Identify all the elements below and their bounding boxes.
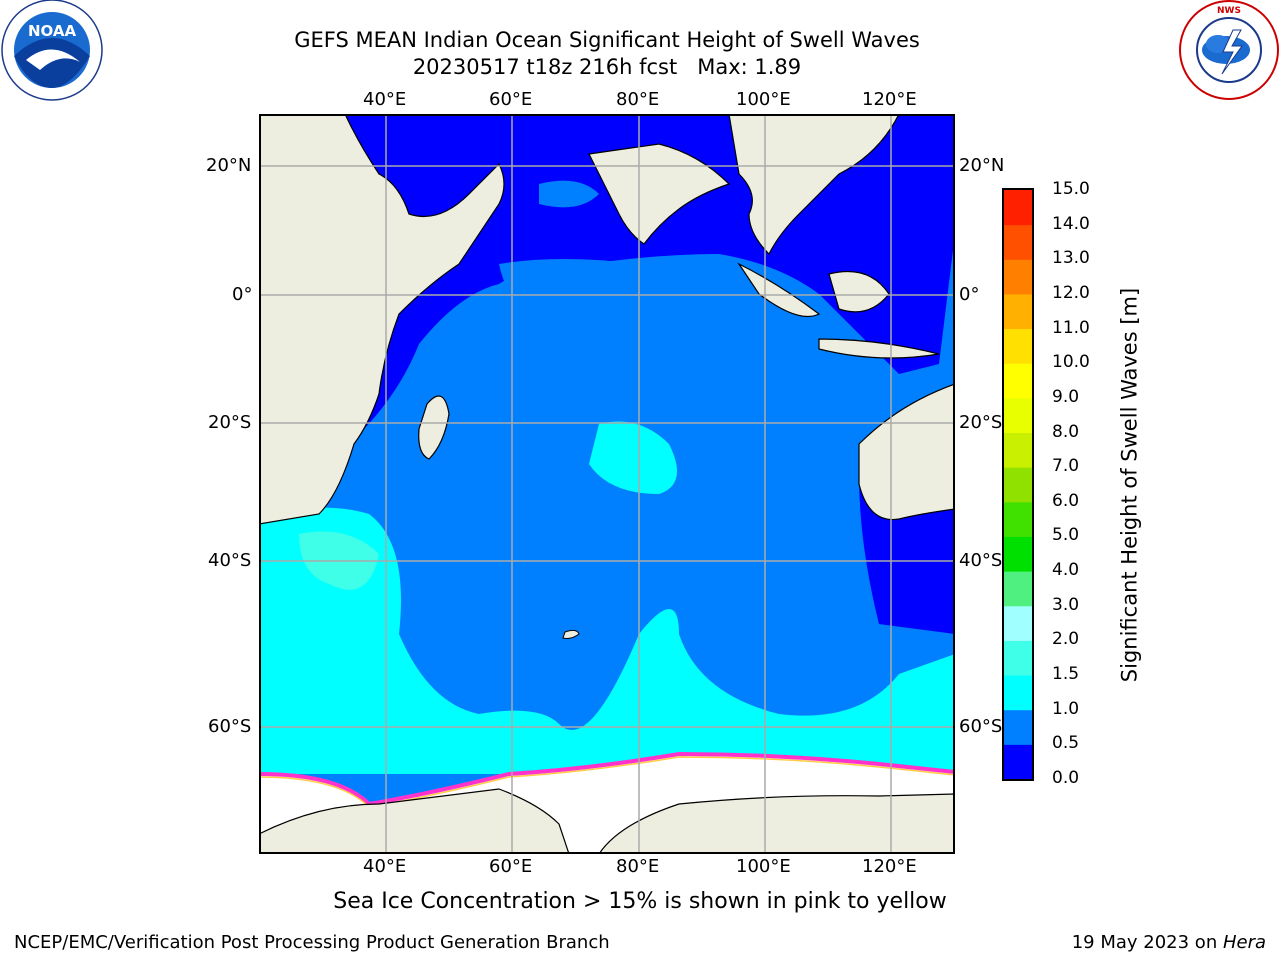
central-swell-patch [589, 421, 677, 494]
colorbar-segment [1003, 293, 1033, 330]
lat-tick-right: 20°N [959, 155, 1005, 176]
colorbar-segment [1003, 675, 1033, 711]
lon-tick-top: 120°E [862, 89, 917, 110]
colorbar-tick-label: 1.0 [1052, 698, 1080, 719]
svg-text:NWS: NWS [1217, 6, 1241, 16]
lat-tick-right: 40°S [959, 550, 1003, 571]
colorbar-segment [1003, 571, 1033, 607]
lon-tick-bottom: 120°E [862, 856, 917, 877]
colorbar-tick-label: 0.5 [1052, 733, 1080, 754]
map-title: GEFS MEAN Indian Ocean Significant Heigh… [294, 28, 920, 52]
high-swell-region [259, 507, 955, 774]
madagascar-landmass [418, 395, 450, 460]
lat-tick-right: 0° [959, 284, 980, 305]
footer-producer: NCEP/EMC/Verification Post Processing Pr… [14, 932, 610, 953]
colorbar-tick-label: 1.5 [1052, 664, 1080, 685]
colorbar-segment [1003, 363, 1033, 399]
lon-tick-top: 60°E [489, 89, 533, 110]
graticule [259, 114, 955, 854]
colorbar-tick-label: 3.0 [1052, 594, 1080, 615]
colorbar-segment [1003, 744, 1033, 780]
sea-ice-edge [259, 751, 955, 807]
colorbar-tick-label: 14.0 [1052, 213, 1090, 234]
lon-tick-bottom: 100°E [736, 856, 791, 877]
antarctica-landmass [259, 788, 955, 854]
borneo-landmass [828, 270, 890, 313]
lat-tick-right: 60°S [959, 716, 1003, 737]
colorbar [1002, 188, 1034, 781]
colorbar-segment [1003, 640, 1033, 676]
java-landmass [818, 338, 940, 359]
lon-tick-top: 100°E [736, 89, 791, 110]
colorbar-label: Significant Height of Swell Waves [m] [1117, 287, 1142, 683]
australia-landmass [858, 383, 955, 521]
lon-tick-bottom: 80°E [616, 856, 660, 877]
africa-landmass [259, 114, 505, 525]
colorbar-segment [1003, 432, 1033, 468]
sea-ice-edge-inner [259, 756, 955, 808]
colorbar-segment [1003, 397, 1033, 434]
lat-tick-left: 0° [232, 284, 253, 305]
map-subtitle: 20230517 t18z 216h fcst Max: 1.89 [412, 55, 802, 79]
colorbar-tick-label: 10.0 [1052, 352, 1090, 373]
colorbar-tick-label: 2.0 [1052, 629, 1080, 650]
colorbar-tick-label: 7.0 [1052, 456, 1080, 477]
footer-machine: Hera [1222, 932, 1266, 953]
colorbar-tick-label: 5.0 [1052, 525, 1080, 546]
colorbar-tick-label: 15.0 [1052, 179, 1090, 199]
colorbar-segment [1003, 190, 1033, 226]
noaa-logo: NOAA [1, 0, 103, 101]
colorbar-tick-label: 11.0 [1052, 317, 1090, 338]
colorbar-segment [1003, 467, 1033, 503]
colorbar-tick-label: 13.0 [1052, 248, 1090, 269]
sumatra-landmass [737, 262, 821, 318]
india-landmass [588, 143, 731, 245]
colorbar-segment [1003, 709, 1033, 745]
colorbar-segment [1003, 501, 1033, 537]
colorbar-tick-label: 12.0 [1052, 282, 1090, 303]
lat-tick-left: 60°S [208, 716, 252, 737]
lon-tick-top: 80°E [616, 89, 660, 110]
colorbar-tick-label: 4.0 [1052, 560, 1080, 581]
colorbar-tick-label: 0.0 [1052, 768, 1080, 788]
colorbar-tick-label: 9.0 [1052, 386, 1080, 407]
footer-date-text: 19 May 2023 on [1071, 932, 1223, 953]
map-frame [259, 114, 955, 854]
noaa-logo-text: NOAA [28, 22, 77, 40]
colorbar-segment [1003, 259, 1033, 295]
arabian-sea-patch [539, 180, 599, 208]
sea-ice-note: Sea Ice Concentration > 15% is shown in … [333, 889, 947, 914]
colorbar-segment [1003, 328, 1033, 364]
equatorial-patch [499, 259, 639, 324]
lat-tick-left: 20°N [206, 155, 252, 176]
colorbar-segment [1003, 605, 1033, 641]
southeast-asia-landmass [728, 114, 900, 256]
lon-tick-bottom: 60°E [489, 856, 533, 877]
lat-tick-right: 20°S [959, 412, 1003, 433]
nws-logo: NWS [1179, 0, 1279, 100]
kerguelen-landmass [562, 629, 580, 639]
colorbar-tick-label: 6.0 [1052, 490, 1080, 511]
colorbar-tick-label: 8.0 [1052, 421, 1080, 442]
footer-date: 19 May 2023 on Hera [1072, 932, 1266, 953]
lat-tick-left: 20°S [208, 412, 252, 433]
colorbar-segment [1003, 224, 1033, 260]
lon-tick-top: 40°E [363, 89, 407, 110]
colorbar-segment [1003, 536, 1033, 572]
swell-height-map [259, 114, 955, 854]
lon-tick-bottom: 40°E [363, 856, 407, 877]
lat-tick-left: 40°S [208, 550, 252, 571]
